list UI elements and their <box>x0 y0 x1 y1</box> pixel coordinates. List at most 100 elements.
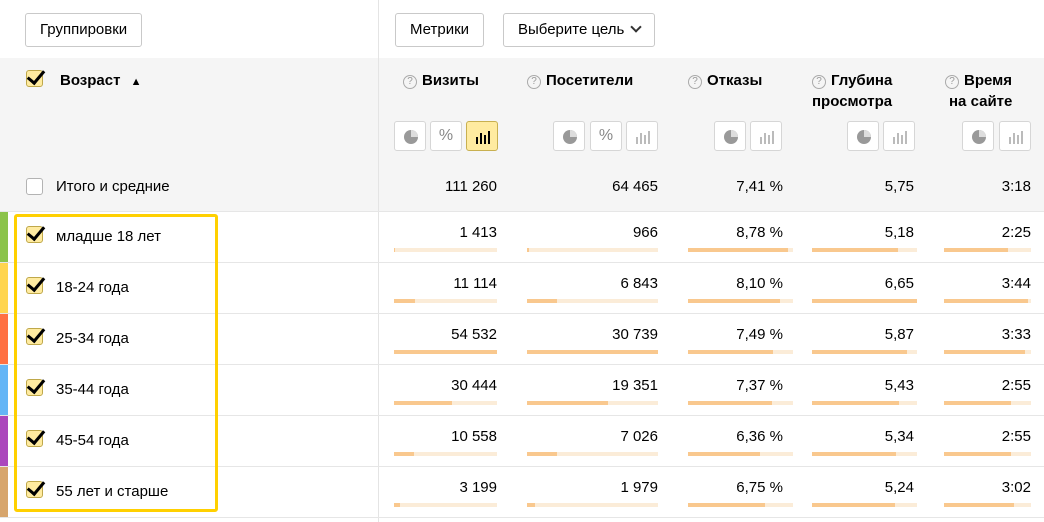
bar-track-depth <box>812 452 917 456</box>
total-time: 3:18 <box>1001 178 1031 195</box>
percent-view-button[interactable]: % <box>430 121 462 151</box>
goal-select[interactable]: Выберите цель <box>503 13 656 47</box>
bar-fill-bounce <box>688 248 788 252</box>
pie-view-button[interactable] <box>553 121 585 151</box>
total-visits: 111 260 <box>445 178 497 195</box>
bar-track-visits <box>394 248 497 252</box>
bar-fill-visits <box>394 299 415 303</box>
bar-track-depth <box>812 350 917 354</box>
row-checkbox[interactable] <box>26 481 43 498</box>
total-bounce: 7,41 % <box>736 178 783 195</box>
cell-visits: 30 444 <box>451 377 497 394</box>
table-row[interactable]: 25-34 года 54 532 30 739 7,49 % 5,87 3:33 <box>0 314 1044 365</box>
bar-fill-visitors <box>527 299 557 303</box>
cell-visitors: 6 843 <box>620 275 658 292</box>
row-label: 45-54 года <box>56 432 129 449</box>
column-header-depth[interactable]: ? Глубина просмотра <box>812 72 893 110</box>
pie-view-button[interactable] <box>394 121 426 151</box>
help-icon[interactable]: ? <box>527 75 541 89</box>
metrics-button[interactable]: Метрики <box>395 13 485 47</box>
dimension-header-label: Возраст <box>60 72 121 89</box>
help-icon[interactable]: ? <box>812 75 826 89</box>
row-checkbox[interactable] <box>26 226 43 243</box>
bar-view-button[interactable] <box>999 121 1031 151</box>
bar-fill-visitors <box>527 452 557 456</box>
pie-view-button[interactable] <box>847 121 879 151</box>
sort-asc-icon: ▲ <box>130 76 142 88</box>
row-label: 18-24 года <box>56 279 129 296</box>
dimension-header[interactable]: Возраст ▲ <box>60 70 142 93</box>
series-color-marker <box>0 416 8 466</box>
bar-chart-icon <box>1009 131 1023 144</box>
bar-chart-icon <box>893 131 907 144</box>
bar-fill-time <box>944 248 1008 252</box>
bar-chart-icon <box>636 131 650 144</box>
help-icon[interactable]: ? <box>945 75 959 89</box>
cell-visitors: 1 979 <box>620 479 658 496</box>
cell-depth: 5,18 <box>884 224 914 241</box>
cell-depth: 5,87 <box>884 326 914 343</box>
series-color-marker <box>0 212 8 262</box>
groupings-button[interactable]: Группировки <box>25 13 143 47</box>
column-header-visits[interactable]: ? Визиты <box>403 70 479 91</box>
table-row[interactable]: 35-44 года 30 444 19 351 7,37 % 5,43 2:55 <box>0 365 1044 416</box>
bar-track-visits <box>394 503 497 507</box>
pie-view-button[interactable] <box>962 121 994 151</box>
pie-chart-icon <box>404 130 418 144</box>
bar-view-button[interactable] <box>626 121 658 151</box>
cell-visits: 11 114 <box>453 275 497 292</box>
bar-track-depth <box>812 248 917 252</box>
row-checkbox[interactable] <box>26 277 43 294</box>
table-row[interactable]: 55 лет и старше 3 199 1 979 6,75 % 5,24 3:02 <box>0 467 1044 518</box>
bar-track-visitors <box>527 350 658 354</box>
bar-track-time <box>944 401 1031 405</box>
help-icon[interactable]: ? <box>688 75 702 89</box>
cell-depth: 6,65 <box>884 275 914 292</box>
total-checkbox[interactable] <box>26 178 43 195</box>
bar-fill-depth <box>812 350 907 354</box>
table-row[interactable]: 45-54 года 10 558 7 026 6,36 % 5,34 2:55 <box>0 416 1044 467</box>
percent-icon: % <box>598 127 614 144</box>
cell-visits: 54 532 <box>451 326 497 343</box>
series-color-marker <box>0 263 8 313</box>
bar-track-depth <box>812 401 917 405</box>
bar-view-button[interactable] <box>750 121 782 151</box>
bar-fill-depth <box>812 248 898 252</box>
bar-track-bounce <box>688 452 793 456</box>
column-header-time[interactable]: ? Время на сайте <box>945 70 1012 112</box>
bar-fill-time <box>944 503 1014 507</box>
row-label: младше 18 лет <box>56 228 162 245</box>
bar-track-visitors <box>527 503 658 507</box>
table-row[interactable]: 18-24 года 11 114 6 843 8,10 % 6,65 3:44 <box>0 263 1044 314</box>
row-checkbox[interactable] <box>26 379 43 396</box>
bar-view-button[interactable] <box>466 121 498 151</box>
bar-track-visits <box>394 401 497 405</box>
column-header-bounce[interactable]: ? Отказы <box>688 70 762 91</box>
select-all-checkbox[interactable] <box>26 70 43 87</box>
pie-view-button[interactable] <box>714 121 746 151</box>
cell-time: 3:02 <box>1001 479 1031 496</box>
row-checkbox[interactable] <box>26 328 43 345</box>
bar-track-depth <box>812 503 917 507</box>
selection-highlight <box>14 214 218 512</box>
cell-bounce: 8,10 % <box>736 275 783 292</box>
column-header-visitors[interactable]: ? Посетители <box>527 70 633 91</box>
table-row[interactable]: младше 18 лет 1 413 966 8,78 % 5,18 2:25 <box>0 212 1044 263</box>
pie-chart-icon <box>563 130 577 144</box>
help-icon[interactable]: ? <box>403 75 417 89</box>
row-checkbox[interactable] <box>26 430 43 447</box>
bar-fill-bounce <box>688 299 780 303</box>
cell-depth: 5,34 <box>884 428 914 445</box>
bar-track-time <box>944 452 1031 456</box>
cell-visitors: 30 739 <box>612 326 658 343</box>
bar-view-button[interactable] <box>883 121 915 151</box>
cell-bounce: 7,37 % <box>736 377 783 394</box>
bar-fill-time <box>944 452 1011 456</box>
percent-view-button[interactable]: % <box>590 121 622 151</box>
cell-bounce: 7,49 % <box>736 326 783 343</box>
cell-visits: 10 558 <box>451 428 497 445</box>
bar-fill-visitors <box>527 350 658 354</box>
cell-visitors: 19 351 <box>612 377 658 394</box>
bar-fill-bounce <box>688 452 760 456</box>
total-label: Итого и средние <box>56 178 170 195</box>
